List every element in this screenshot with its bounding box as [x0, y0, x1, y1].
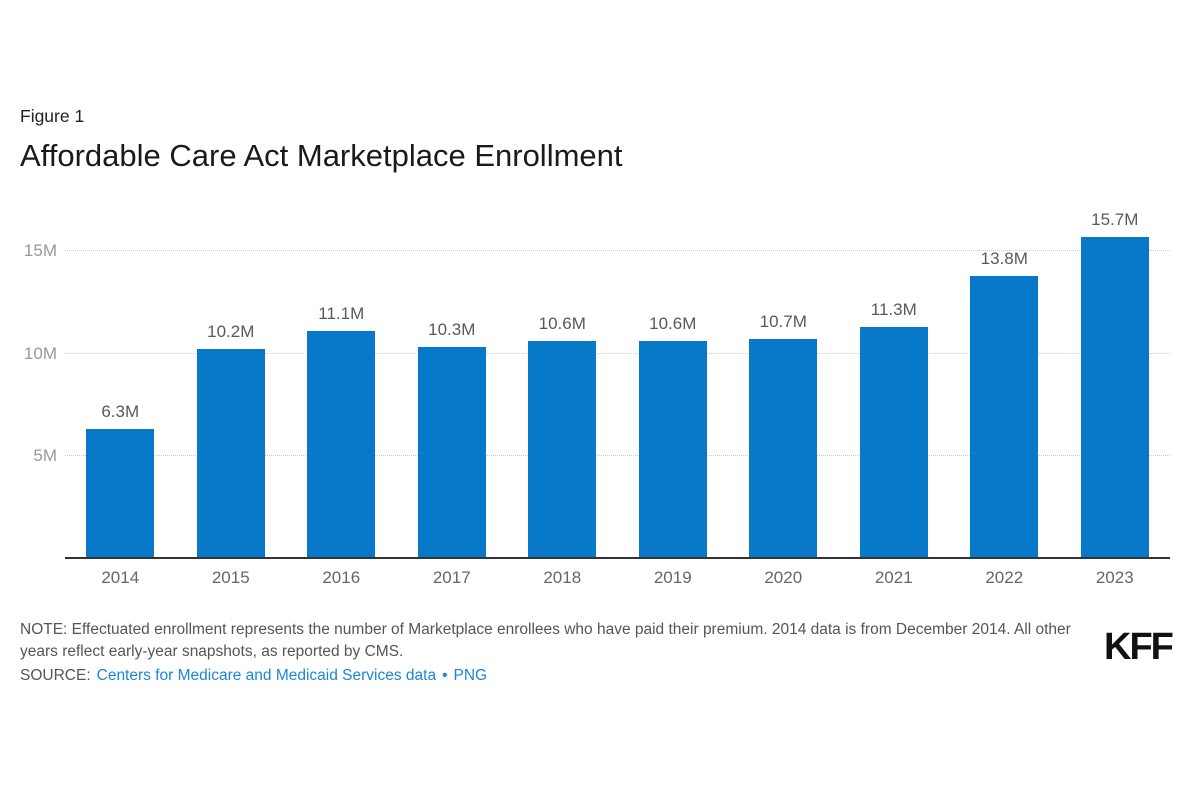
bar-2022	[970, 275, 1039, 558]
gridline-10M	[65, 352, 1170, 354]
bar-value-label-2019: 10.6M	[649, 314, 697, 334]
bar-slot-2017: 10.3M	[397, 190, 508, 558]
bar-value-label-2015: 10.2M	[207, 322, 255, 342]
x-tick-2015: 2015	[211, 568, 250, 587]
x-tick-2022: 2022	[985, 568, 1024, 587]
x-tick-2019: 2019	[653, 568, 692, 587]
bar-value-label-2014: 6.3M	[101, 402, 140, 422]
bar-value-label-2023: 15.7M	[1091, 210, 1139, 230]
chart-title: Affordable Care Act Marketplace Enrollme…	[20, 138, 623, 173]
bar-2023	[1080, 237, 1149, 558]
bar-slot-2022: 13.8M	[949, 190, 1060, 558]
x-tick-2017: 2017	[432, 568, 471, 587]
gridline-5M	[65, 454, 1170, 456]
bar-2018	[528, 341, 597, 558]
source-line: SOURCE: Centers for Medicare and Medicaid…	[20, 667, 487, 685]
bar-slot-2020: 10.7M	[728, 190, 839, 558]
bar-value-label-2017: 10.3M	[428, 320, 476, 340]
y-tick-5M: 5M	[33, 445, 57, 465]
x-tick-2023: 2023	[1095, 568, 1134, 587]
bar-value-label-2016: 11.1M	[318, 304, 365, 324]
source-link[interactable]: Centers for Medicare and Medicaid Servic…	[96, 667, 437, 684]
x-tick-2020: 2020	[764, 568, 803, 587]
bar-slot-2016: 11.1M	[286, 190, 397, 558]
x-tick-2021: 2021	[874, 568, 913, 587]
gridline-15M	[65, 250, 1170, 252]
x-tick-2014: 2014	[101, 568, 140, 587]
bar-2014	[86, 429, 155, 558]
x-axis-line	[65, 557, 1170, 559]
png-download-link[interactable]: PNG	[453, 667, 488, 684]
bar-slot-2014: 6.3M	[65, 190, 176, 558]
source-prefix: SOURCE:	[20, 667, 91, 684]
bar-slot-2018: 10.6M	[507, 190, 618, 558]
bar-slot-2019: 10.6M	[618, 190, 729, 558]
bar-slot-2021: 11.3M	[839, 190, 950, 558]
x-tick-2016: 2016	[322, 568, 361, 587]
bar-2019	[638, 341, 707, 558]
x-axis-labels: 2014 2015 2016 2017 2018 2019 2020 2021 2022 2023	[65, 568, 1170, 588]
bar-2015	[196, 349, 265, 558]
bar-2021	[859, 326, 928, 558]
bar-2020	[749, 339, 818, 558]
bar-slot-2023: 15.7M	[1060, 190, 1171, 558]
plot-area: 6.3M 10.2M 11.1M 10.3M 10.6M 10.6M 10.7M 11.3M 1…	[24, 190, 1170, 559]
note-text: NOTE: Effectuated enrollment represents …	[20, 621, 1071, 661]
bar-value-label-2020: 10.7M	[759, 312, 807, 332]
figure-label: Figure 1	[20, 106, 85, 126]
x-tick-2018: 2018	[543, 568, 582, 587]
bar-value-label-2022: 13.8M	[980, 248, 1028, 268]
bar-slot-2015: 10.2M	[176, 190, 287, 558]
bar-2016	[307, 331, 376, 558]
source-separator: •	[442, 667, 448, 684]
bar-2017	[417, 347, 486, 558]
kff-logo: KFF	[1104, 626, 1174, 668]
bar-value-label-2021: 11.3M	[870, 299, 917, 319]
bars-row: 6.3M 10.2M 11.1M 10.3M 10.6M 10.6M 10.7M 11.3M 1…	[65, 190, 1170, 558]
bar-value-label-2018: 10.6M	[538, 314, 586, 334]
y-tick-15M: 15M	[23, 241, 57, 261]
y-tick-10M: 10M	[23, 343, 57, 363]
